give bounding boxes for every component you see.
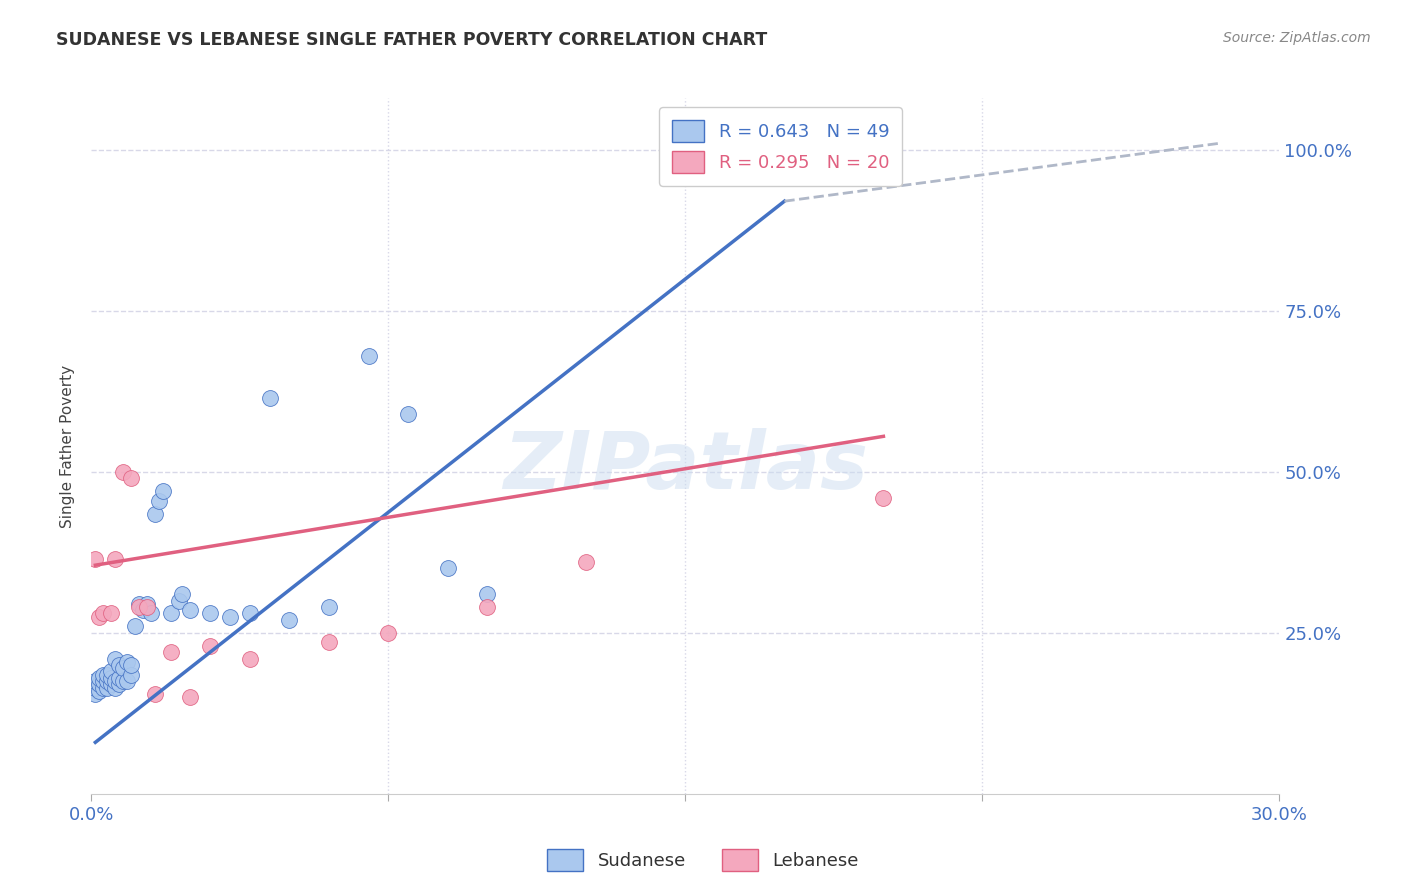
Point: [436, 561, 458, 575]
Point: [152, 484, 174, 499]
Point: [112, 465, 135, 479]
Legend: R = 0.643   N = 49, R = 0.295   N = 20: R = 0.643 N = 49, R = 0.295 N = 20: [659, 107, 901, 186]
Point: [200, 639, 222, 653]
Y-axis label: Single Father Poverty: Single Father Poverty: [60, 365, 76, 527]
Point: [377, 625, 399, 640]
Point: [159, 607, 181, 621]
Point: [100, 665, 122, 679]
Point: [115, 674, 138, 689]
Point: [120, 667, 142, 681]
Point: [139, 607, 162, 621]
Point: [159, 645, 181, 659]
Point: [357, 349, 380, 363]
Point: [124, 619, 146, 633]
Point: [477, 600, 499, 615]
Point: [89, 609, 111, 624]
Point: [100, 677, 122, 691]
Point: [575, 555, 598, 569]
Point: [179, 603, 201, 617]
Text: Source: ZipAtlas.com: Source: ZipAtlas.com: [1223, 31, 1371, 45]
Point: [91, 681, 114, 695]
Point: [179, 690, 201, 705]
Point: [259, 391, 281, 405]
Point: [108, 658, 131, 673]
Point: [84, 687, 107, 701]
Point: [135, 600, 157, 615]
Point: [104, 651, 127, 665]
Point: [135, 597, 157, 611]
Legend: Sudanese, Lebanese: Sudanese, Lebanese: [540, 842, 866, 879]
Point: [89, 683, 111, 698]
Point: [112, 661, 135, 675]
Point: [89, 671, 111, 685]
Point: [100, 607, 122, 621]
Point: [318, 635, 340, 649]
Point: [318, 600, 340, 615]
Point: [132, 603, 155, 617]
Point: [200, 607, 222, 621]
Point: [84, 681, 107, 695]
Point: [96, 667, 118, 681]
Point: [104, 681, 127, 695]
Text: SUDANESE VS LEBANESE SINGLE FATHER POVERTY CORRELATION CHART: SUDANESE VS LEBANESE SINGLE FATHER POVER…: [56, 31, 768, 49]
Point: [112, 674, 135, 689]
Point: [89, 677, 111, 691]
Point: [104, 674, 127, 689]
Point: [396, 407, 419, 421]
Point: [148, 493, 170, 508]
Point: [872, 491, 894, 505]
Point: [219, 609, 242, 624]
Point: [120, 658, 142, 673]
Point: [120, 471, 142, 485]
Point: [104, 551, 127, 566]
Point: [128, 597, 150, 611]
Point: [108, 677, 131, 691]
Point: [167, 593, 190, 607]
Point: [172, 587, 194, 601]
Point: [128, 600, 150, 615]
Point: [96, 674, 118, 689]
Point: [100, 671, 122, 685]
Point: [91, 674, 114, 689]
Point: [143, 507, 166, 521]
Point: [239, 651, 262, 665]
Point: [143, 687, 166, 701]
Point: [96, 681, 118, 695]
Point: [673, 139, 696, 153]
Point: [108, 671, 131, 685]
Point: [115, 655, 138, 669]
Text: ZIPatlas: ZIPatlas: [503, 428, 868, 506]
Point: [477, 587, 499, 601]
Point: [91, 667, 114, 681]
Point: [84, 674, 107, 689]
Point: [84, 551, 107, 566]
Point: [91, 607, 114, 621]
Point: [239, 607, 262, 621]
Point: [278, 613, 301, 627]
